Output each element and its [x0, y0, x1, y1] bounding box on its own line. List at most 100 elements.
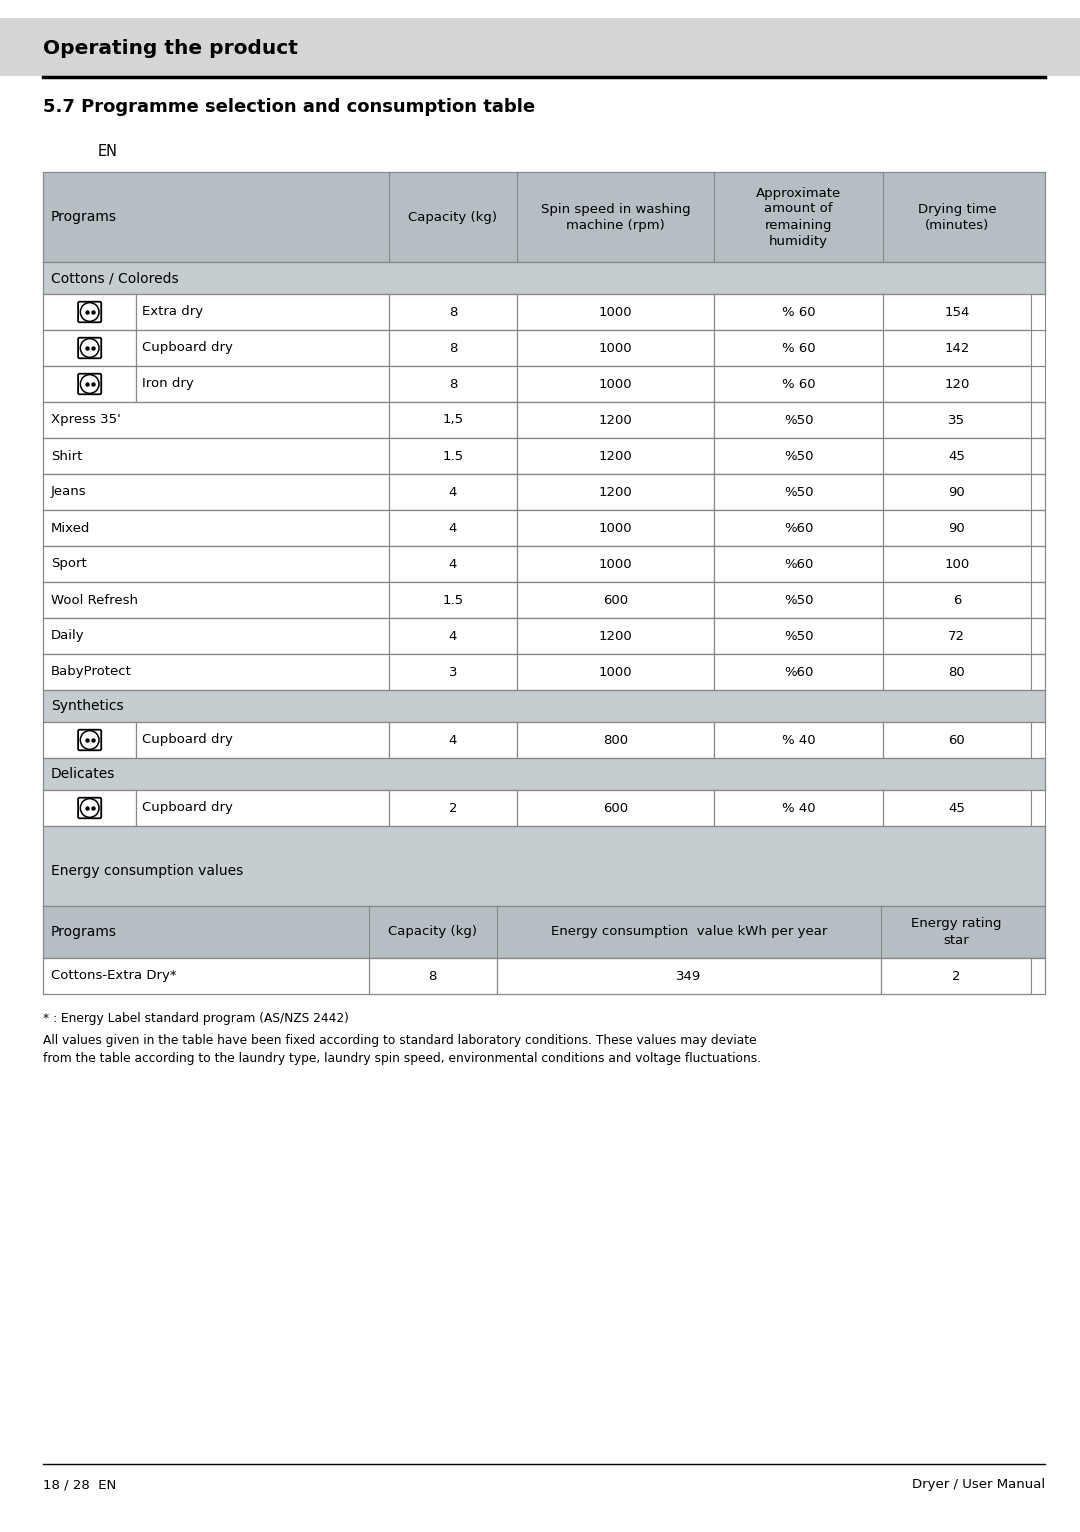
Bar [517, 438, 714, 473]
Bar [389, 473, 517, 510]
Text: Capacity (kg): Capacity (kg) [389, 925, 477, 939]
FancyBboxPatch shape [78, 729, 102, 751]
Bar [43, 438, 1045, 473]
Text: Drying time
(minutes): Drying time (minutes) [918, 202, 996, 231]
Bar [882, 654, 1031, 689]
Text: 4: 4 [448, 630, 457, 642]
Text: 100: 100 [944, 558, 970, 570]
Bar [136, 366, 389, 401]
Text: Xpress 35': Xpress 35' [51, 414, 121, 426]
Bar [880, 958, 1031, 994]
Bar [389, 401, 517, 438]
Text: 2: 2 [951, 970, 960, 982]
Bar [43, 329, 136, 366]
Text: % 40: % 40 [782, 734, 815, 746]
Bar [136, 329, 389, 366]
Text: 142: 142 [944, 342, 970, 354]
Text: Energy consumption values: Energy consumption values [51, 864, 243, 878]
Text: Mixed: Mixed [51, 521, 91, 535]
Text: 4: 4 [448, 558, 457, 570]
Bar [136, 722, 389, 758]
Bar [517, 366, 714, 401]
Text: % 60: % 60 [782, 342, 815, 354]
Bar [389, 617, 517, 654]
Text: 8: 8 [448, 342, 457, 354]
Text: 4: 4 [448, 521, 457, 535]
Text: 4: 4 [448, 486, 457, 498]
Text: Delicates: Delicates [51, 768, 116, 781]
Text: 80: 80 [948, 665, 966, 679]
Bar [389, 510, 517, 545]
Bar [43, 510, 1045, 545]
Bar [882, 510, 1031, 545]
Text: Energy rating
star: Energy rating star [910, 918, 1001, 947]
Bar [43, 905, 1045, 958]
Text: Shirt: Shirt [51, 449, 82, 463]
Text: 1200: 1200 [598, 630, 633, 642]
Bar [389, 438, 517, 473]
Bar [43, 366, 136, 401]
FancyBboxPatch shape [78, 798, 102, 818]
Text: %60: %60 [784, 521, 813, 535]
Text: % 40: % 40 [782, 801, 815, 815]
Bar [0, 18, 1080, 77]
Text: Cupboard dry: Cupboard dry [143, 342, 233, 354]
Text: 154: 154 [944, 305, 970, 319]
Text: 349: 349 [676, 970, 701, 982]
Bar [882, 582, 1031, 617]
Text: 1000: 1000 [598, 558, 633, 570]
Bar [714, 582, 882, 617]
Bar [43, 689, 1045, 722]
Bar [714, 329, 882, 366]
Bar [43, 958, 1045, 994]
Text: 4: 4 [448, 734, 457, 746]
Bar [882, 294, 1031, 329]
Bar [882, 438, 1031, 473]
Bar [517, 473, 714, 510]
Bar [714, 722, 882, 758]
Bar [43, 826, 1045, 905]
Text: Programs: Programs [51, 210, 117, 224]
Bar [882, 722, 1031, 758]
Text: %60: %60 [784, 665, 813, 679]
Bar [714, 438, 882, 473]
Text: Cupboard dry: Cupboard dry [143, 801, 233, 815]
Bar [497, 958, 880, 994]
Bar [43, 582, 1045, 617]
Text: 1.5: 1.5 [442, 449, 463, 463]
Text: 35: 35 [948, 414, 966, 426]
Text: 5.7 Programme selection and consumption table: 5.7 Programme selection and consumption … [43, 98, 535, 116]
Bar [389, 294, 517, 329]
Bar [43, 617, 1045, 654]
Bar [517, 329, 714, 366]
Bar [136, 294, 389, 329]
Text: 2: 2 [448, 801, 457, 815]
Text: 1000: 1000 [598, 665, 633, 679]
Text: %60: %60 [784, 558, 813, 570]
Bar [714, 366, 882, 401]
Text: 8: 8 [429, 970, 437, 982]
Text: %50: %50 [784, 593, 813, 607]
Text: 8: 8 [448, 377, 457, 391]
Text: Spin speed in washing
machine (rpm): Spin speed in washing machine (rpm) [541, 202, 690, 231]
Bar [714, 401, 882, 438]
Text: % 60: % 60 [782, 305, 815, 319]
Text: All values given in the table have been fixed according to standard laboratory c: All values given in the table have been … [43, 1034, 761, 1065]
Bar [43, 473, 1045, 510]
Text: Jeans: Jeans [51, 486, 86, 498]
Text: Cottons / Coloreds: Cottons / Coloreds [51, 271, 178, 285]
Bar [714, 654, 882, 689]
Text: Wool Refresh: Wool Refresh [51, 593, 138, 607]
Bar [882, 545, 1031, 582]
Bar [43, 791, 136, 826]
Text: %50: %50 [784, 486, 813, 498]
FancyBboxPatch shape [78, 302, 102, 322]
Text: 3: 3 [448, 665, 457, 679]
Bar [43, 401, 1045, 438]
Bar [389, 366, 517, 401]
Bar [882, 473, 1031, 510]
Text: 6: 6 [953, 593, 961, 607]
Text: 1200: 1200 [598, 486, 633, 498]
Text: 45: 45 [948, 801, 966, 815]
Text: 1000: 1000 [598, 521, 633, 535]
